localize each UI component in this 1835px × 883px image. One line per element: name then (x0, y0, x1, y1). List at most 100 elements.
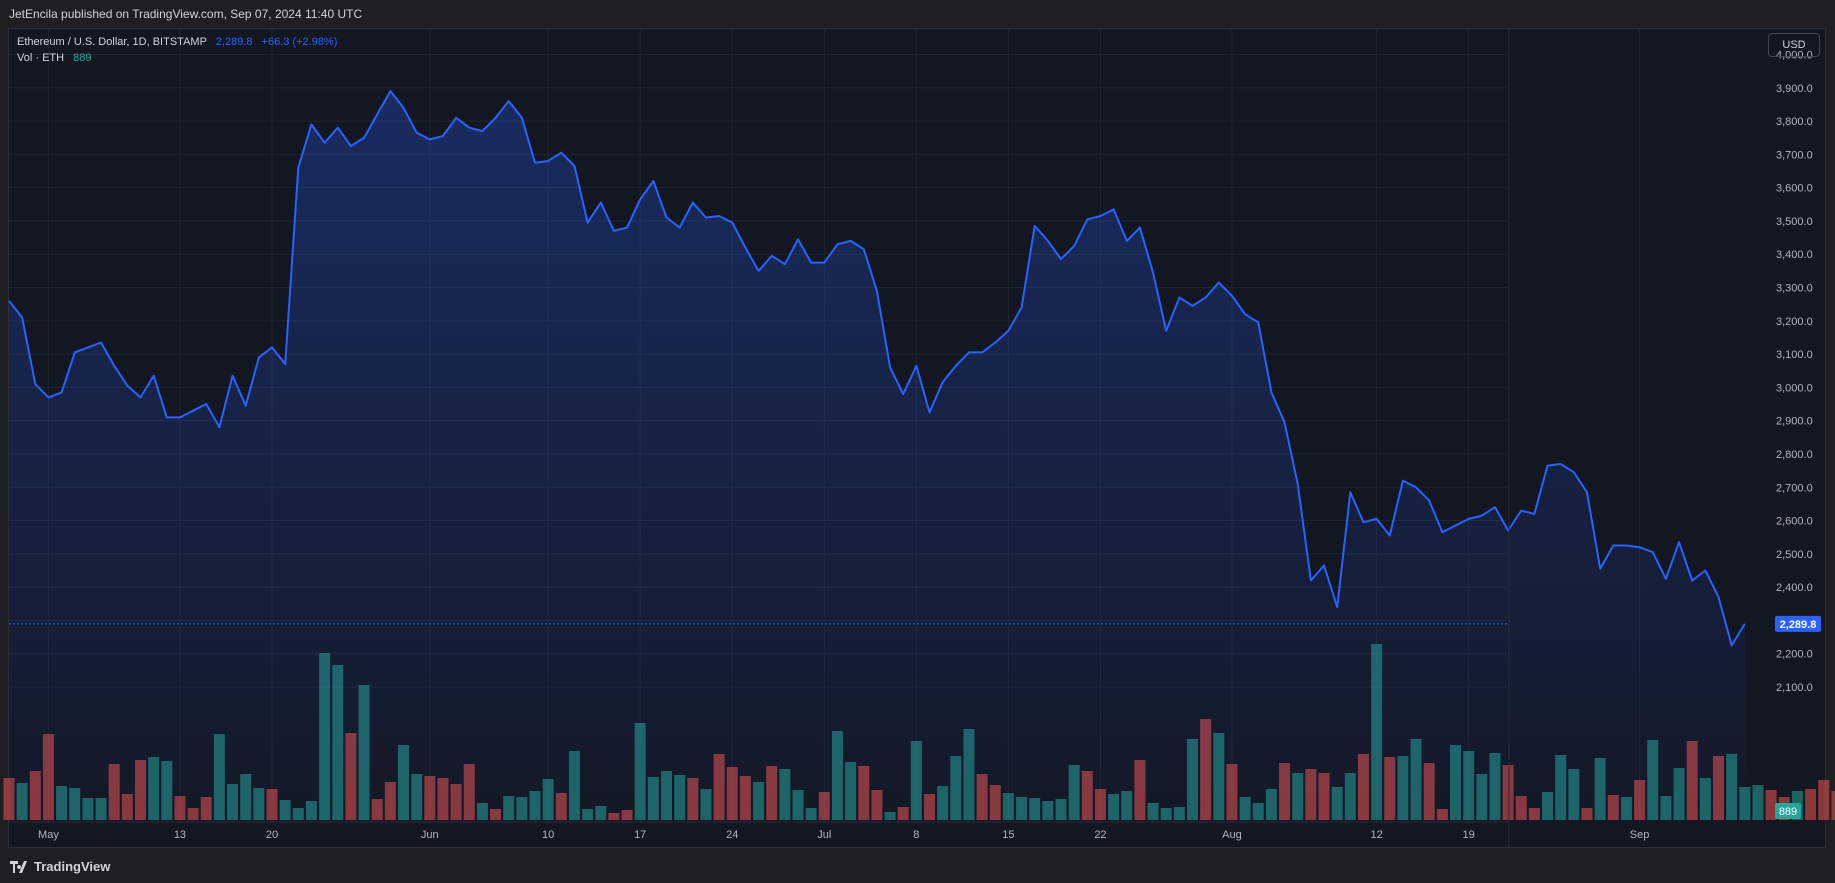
price-point (20, 315, 24, 319)
price-point (993, 340, 997, 344)
legend-vol-value: 889 (73, 52, 92, 64)
price-point (1033, 224, 1037, 228)
legend-vol-label: Vol · ETH (17, 52, 65, 64)
volume-bar (1752, 785, 1764, 820)
price-point (520, 116, 524, 120)
x-tick-label: 20 (266, 829, 278, 841)
price-point (73, 350, 77, 354)
x-tick-label: 17 (634, 829, 646, 841)
x-tick-label: 24 (726, 829, 738, 841)
price-point (191, 409, 195, 413)
volume-bar (1805, 789, 1817, 820)
tradingview-logo-icon (10, 860, 27, 873)
y-tick-label: 3,600.0 (1776, 183, 1813, 195)
price-point (402, 106, 406, 110)
volume-bar (1765, 790, 1777, 820)
price-point (1020, 306, 1024, 310)
price-point (375, 112, 379, 116)
price-point (217, 425, 221, 429)
price-point (1046, 239, 1050, 243)
last-volume-tag (1775, 803, 1801, 819)
price-point (336, 126, 340, 130)
price-point (204, 402, 208, 406)
last-price-tag (1775, 615, 1821, 632)
price-point (599, 201, 603, 205)
x-tick-label: 8 (913, 829, 919, 841)
price-point (1335, 605, 1339, 609)
price-point (441, 134, 445, 138)
price-point (730, 221, 734, 225)
price-point (415, 131, 419, 135)
y-tick-label: 3,100.0 (1776, 349, 1813, 361)
price-point (1546, 464, 1550, 468)
price-point (586, 221, 590, 225)
price-point (1151, 271, 1155, 275)
price-point (1072, 244, 1076, 248)
price-point (139, 395, 143, 399)
price-point (533, 161, 537, 165)
price-point (559, 151, 563, 155)
y-tick-label: 3,200.0 (1776, 316, 1813, 328)
price-point (888, 365, 892, 369)
price-point (967, 350, 971, 354)
price-point (822, 261, 826, 265)
y-tick-label: 3,700.0 (1776, 149, 1813, 161)
price-point (296, 166, 300, 170)
x-tick-label: 12 (1370, 829, 1382, 841)
last-price-tag-label: 2,289.8 (1780, 619, 1817, 631)
y-tick-label: 3,400.0 (1776, 249, 1813, 261)
price-point (1375, 517, 1379, 521)
price-point (770, 254, 774, 258)
y-tick-label: 4,000.0 (1776, 50, 1813, 62)
price-point (1230, 294, 1234, 298)
price-point (1664, 577, 1668, 581)
price-point (835, 242, 839, 246)
currency-button[interactable]: USD (1768, 33, 1820, 57)
x-tick-label: 19 (1463, 829, 1475, 841)
price-point (1585, 490, 1589, 494)
price-point (954, 364, 958, 368)
price-point (1677, 540, 1681, 544)
price-point (1006, 329, 1010, 333)
y-tick-label: 2,100.0 (1776, 682, 1813, 694)
legend-change: +66.3 (+2.98%) (261, 36, 338, 48)
y-tick-label: 2,700.0 (1776, 482, 1813, 494)
tradingview-logo[interactable]: TradingView (10, 859, 110, 874)
price-point (1322, 563, 1326, 567)
price-point (7, 299, 11, 303)
price-point (546, 159, 550, 163)
price-point (612, 229, 616, 233)
x-tick-label: 15 (1002, 829, 1014, 841)
price-point (757, 269, 761, 273)
price-point (112, 364, 116, 368)
price-point (1256, 320, 1260, 324)
price-point (1098, 214, 1102, 218)
price-point (980, 350, 984, 354)
price-point (454, 116, 458, 120)
price-point (1414, 485, 1418, 489)
price-point (743, 246, 747, 250)
price-point (1138, 226, 1142, 230)
price-point (941, 380, 945, 384)
price-point (1361, 520, 1365, 524)
price-point (1730, 643, 1734, 647)
price-point (717, 214, 721, 218)
price-point (875, 289, 879, 293)
price-point (691, 201, 695, 205)
price-point (1059, 257, 1063, 261)
price-point (309, 122, 313, 126)
x-tick-label: Aug (1222, 829, 1242, 841)
price-point (33, 382, 37, 386)
price-point (678, 226, 682, 230)
price-point (1611, 544, 1615, 548)
price-point (809, 261, 813, 265)
price-point (1454, 524, 1458, 528)
price-point (270, 345, 274, 349)
price-point (257, 355, 261, 359)
publish-info: JetEncila published on TradingView.com, … (9, 7, 363, 21)
price-point (323, 141, 327, 145)
price-point (1191, 304, 1195, 308)
chart-legend: Ethereum / U.S. Dollar, 1D, BITSTAMP 2,2… (17, 34, 337, 66)
price-point (572, 164, 576, 168)
